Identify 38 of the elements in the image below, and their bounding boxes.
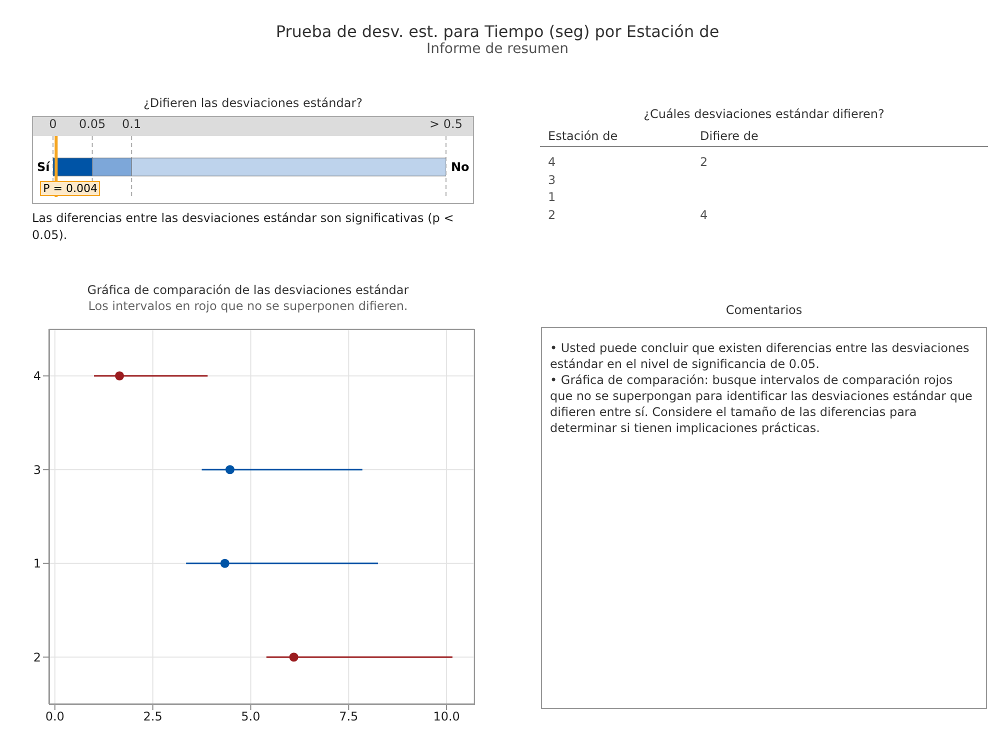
text: Prueba de desv. est. para Tiempo (seg) por Estación de [274,22,720,41]
text: Informe de resumen [425,41,570,57]
text: 2 [548,208,556,222]
point [225,465,234,474]
point [220,558,230,568]
x-tick-label: 0.05 [78,117,106,131]
x-tick-label: 0 [49,117,57,131]
x-tick-label: 5.0 [241,710,260,724]
category-label: 1 [548,190,556,204]
annotation: P = 0.004 [40,181,100,196]
y-tick-label: 2 [33,650,41,664]
y-tick-label: 4 [33,369,41,384]
x-tick-label: 10.0 [433,710,460,724]
category-label: Estación de [548,129,618,143]
text: Las diferencias entre las desviaciones estándar son significativas (p < 0.05). [32,210,455,244]
chart-subtitle: Los intervalos en rojo que no se superponen difieren. [87,299,409,313]
x-tick-label: 0.1 [122,117,142,131]
x-tick-label: 7.5 [339,710,358,724]
category-label: 2 [700,155,708,169]
text: ¿Cuáles desviaciones estándar difieren? [642,107,886,121]
x-tick-label: 2.5 [143,710,162,724]
category-label: 4 [548,155,556,169]
y-tick-label: 1 [33,556,41,571]
y-tick-label: 3 [33,462,41,477]
category-label: 3 [548,172,556,187]
text: • Usted puede concluir que existen diferencias entre las desviaciones estándar en el nivel de significancia de 0.05. [550,340,970,372]
point [114,371,124,380]
point [289,652,298,662]
category-label: Difiere de [700,129,758,143]
x-tick-label: 0.0 [45,710,64,724]
text: 4 [700,208,708,222]
text: Comentarios [724,303,804,317]
text: Sí [37,160,51,174]
x-tick-label: > 0.5 [430,117,462,131]
chart-title: Gráfica de comparación de las desviaciones estándar [86,283,410,297]
text: • Gráfica de comparación: busque intervalos de comparación rojos que no se superpongan para identificar las desviaciones estándar que difieren entre sí. Considere el tamaño de las diferencias para determinar si tienen implicaciones prácticas. [550,372,974,436]
text: No [451,160,470,174]
chart-title: ¿Difieren las desviaciones estándar? [142,96,364,110]
